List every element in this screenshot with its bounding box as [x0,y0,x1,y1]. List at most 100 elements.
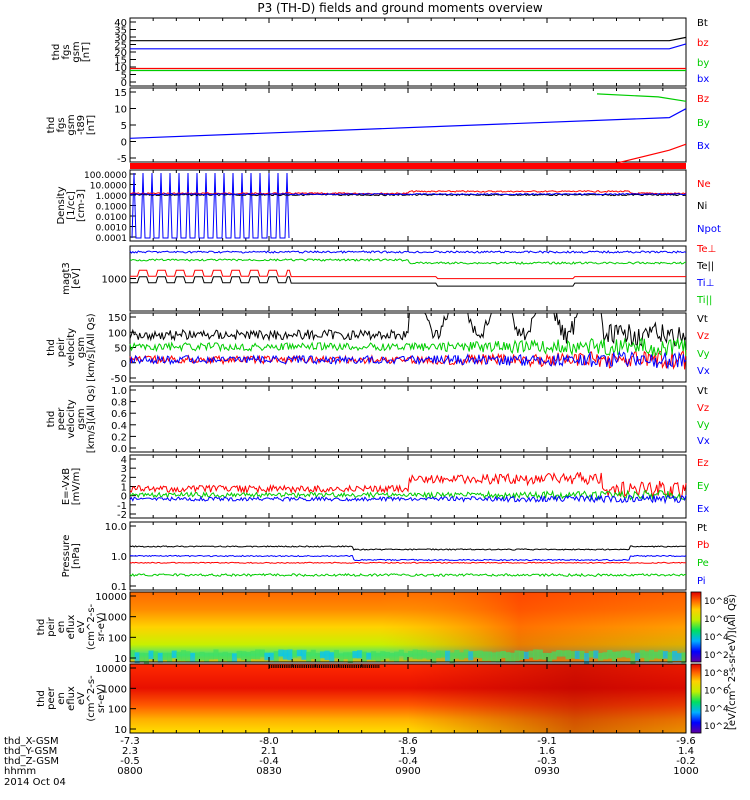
heatmap-cell [445,650,451,662]
x-tick-label: -9.1 [537,736,557,747]
heatmap-cell [335,665,337,668]
heatmap-cell [648,649,655,660]
heatmap-cell [343,665,345,668]
y-label-line: E=-VxB [61,468,72,505]
heatmap-cell [463,649,469,659]
x-tick-label: -8.0 [259,736,279,747]
legend-Bt: Bt [697,18,708,29]
heatmap-cell [139,652,145,662]
y-label-line: peir [56,337,67,357]
legend-Vt: Vt [697,386,708,397]
x-row-label: thd_X-GSM [4,736,59,747]
y-tick-label: 0.0001 [96,234,128,244]
y-tick-label: 10 [114,654,127,665]
heatmap-cell [375,652,381,663]
y-label-line: fgs [61,44,72,59]
heatmap-cell [597,652,604,661]
heatmap-cell [412,649,418,659]
heatmap-cell [523,651,529,659]
y-tick-label: 100 [108,705,127,716]
heatmap-cell [354,665,356,668]
y-label-line: thd [51,44,62,61]
panel-8: 10.0 1.0 0.1 Pressure [nPa] Pt Pb Pe Pi [61,521,709,593]
heatmap-cell [328,665,330,668]
y-axis-label: thd fgs gsm -t89 [nT] [46,114,97,135]
heatmap-cell [326,665,328,668]
y-label-line: thd [36,619,47,636]
y-label-line: [km/s](All Qs) [86,313,97,381]
x-tick-label: -0.2 [676,756,696,767]
heatmap-cell [276,665,278,668]
heatmap-overlay-1 [130,592,686,662]
y-tick-label: -5 [117,154,127,165]
x-tick-label: 1000 [673,766,698,777]
legend-Ey: Ey [697,481,709,492]
legend-Ni: Ni [697,201,707,212]
legend-By: By [697,118,710,129]
heatmap-cell [171,650,177,659]
y-tick-label: 100 [108,633,127,644]
y-label-line: sr-eV) [96,684,107,713]
panel-5: 150 100 50 0 -50 thd peir velocity gsm [km/s](All… [46,312,710,385]
x-row-label: thd_Y-GSM [4,746,57,757]
y-axis-label: thd peir velocity gsm [km/s](All Qs) [46,313,97,381]
y-label-line: thd [46,411,57,428]
legend-Ti⊥: Ti⊥ [696,278,714,289]
heatmap-cell [194,652,200,662]
heatmap-cell [285,665,287,668]
legend-Vt: Vt [697,314,708,325]
x-tick-label: 0900 [395,766,420,777]
heatmap-cell [357,665,359,668]
date-label: 2014 Oct 04 [4,777,66,788]
legend-Pt: Pt [697,523,707,534]
heatmap-cell [372,665,374,668]
y-tick-label: 10000 [95,664,127,675]
heatmap-cell [398,649,404,656]
x-row-label: thd_Z-GSM [4,756,59,767]
y-axis-label: magt3 [eV] [61,262,82,295]
heatmap-cell [667,652,673,663]
heatmap-cell [300,665,302,668]
heatmap-cell [505,652,511,662]
colorbar-label: [eV/(cm^2-s-sr-eV)](All Qs) [727,594,738,730]
heatmap-cell [519,650,525,661]
heatmap-cell [148,650,154,660]
y-label-line: [km/s](All Qs) [86,385,97,453]
heatmap-cell [245,651,251,663]
legend-bz: bz [697,38,709,49]
heatmap-cell [250,650,256,659]
x-tick-label: -0.4 [398,756,418,767]
y-label-line: gsm [66,114,77,135]
heatmap-cell [270,665,272,668]
heatmap-cell [565,650,571,660]
heatmap-overlay-2 [130,664,686,733]
y-label-line: velocity [66,328,77,367]
heatmap-cell [363,665,365,668]
x-tick-label: 2.1 [261,746,277,757]
panel-frame [129,17,687,87]
heatmap-cell [153,651,159,661]
y-label-line: peer [46,686,57,710]
heatmap-cell [255,649,261,660]
heatmap-cell [593,650,599,659]
x-tick-label: 0930 [534,766,559,777]
legend-Vz: Vz [697,403,709,414]
heatmap-cell [167,652,173,663]
y-label-line: [nT] [86,115,97,135]
y-label-line: thd [36,690,47,707]
y-tick-label: 10 [114,725,127,736]
heatmap-cell [676,653,682,661]
y-tick-label: 0.0 [111,444,127,455]
heatmap-cell [273,651,279,662]
y-label-line: gsm [76,408,87,429]
colorbar-1 [690,591,702,663]
heatmap-cell [579,650,585,660]
heatmap-cell [296,665,298,668]
heatmap-cell [616,651,622,658]
heatmap-cell [287,649,293,661]
heatmap-cell [547,652,553,662]
series-Bt [130,36,687,42]
heatmap-cell [180,650,187,661]
series-Te⊥ [130,269,686,280]
